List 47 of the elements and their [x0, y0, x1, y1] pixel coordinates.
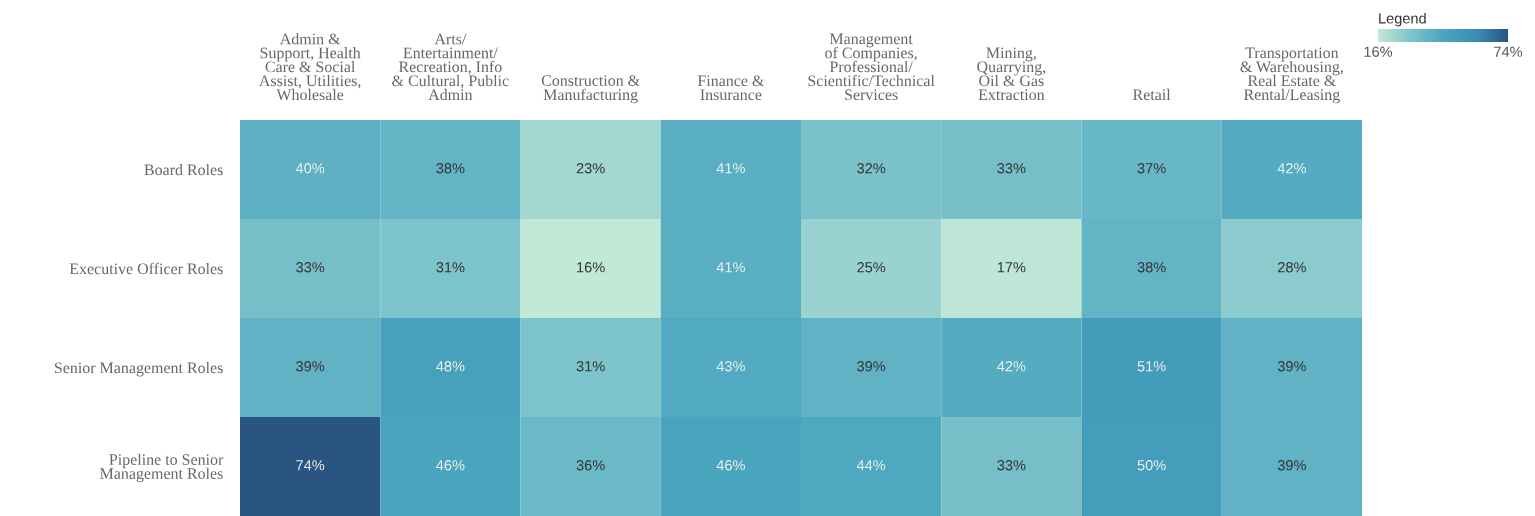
data-label: 38%: [1137, 262, 1166, 273]
x-tick-label: Mining, Quarrying, Oil & Gas Extraction: [977, 47, 1046, 101]
data-label: 74%: [296, 460, 325, 471]
data-label: 32%: [857, 163, 886, 174]
data-label: 43%: [716, 361, 745, 372]
y-tick-label: Pipeline to Senior Management Roles: [100, 453, 224, 483]
data-label: 33%: [997, 460, 1026, 471]
data-label: 38%: [436, 163, 465, 174]
color-bar-label: 16%: [1364, 46, 1393, 57]
data-label: 40%: [295, 163, 325, 174]
data-label: 46%: [436, 460, 465, 471]
data-label: 39%: [857, 361, 886, 372]
data-label: 51%: [1137, 361, 1166, 372]
data-label: 41%: [716, 163, 745, 174]
y-tick-label: Board Roles: [144, 163, 223, 176]
data-label: 31%: [436, 262, 465, 273]
x-tick-label: Arts/ Entertainment/ Recreation, Info & Cultural, Public Admin: [392, 33, 509, 101]
data-label: 17%: [997, 262, 1026, 273]
data-label: 33%: [296, 262, 325, 273]
data-label: 42%: [997, 361, 1026, 372]
legend-title: Legend: [1379, 12, 1426, 27]
x-tick-label: Construction & Manufacturing: [541, 75, 640, 104]
data-label: 42%: [1277, 163, 1306, 174]
data-label: 41%: [716, 262, 745, 273]
x-tick-label: Management of Companies, Professional/ Scientific/Technical Services: [808, 33, 935, 101]
data-label: 28%: [1278, 262, 1306, 273]
data-label: 44%: [856, 460, 886, 471]
data-label: 48%: [436, 361, 465, 372]
x-tick-label: Retail: [1133, 88, 1171, 101]
y-tick-label: Senior Management Roles: [54, 361, 223, 377]
color-bar-label: 74%: [1494, 46, 1523, 57]
data-label: 39%: [1277, 361, 1306, 372]
data-label: 16%: [577, 262, 605, 273]
data-label: 31%: [576, 361, 605, 372]
x-tick-label: Transportation & Warehousing, Real Estate & Rental/Leasing: [1240, 47, 1343, 104]
data-label: 36%: [576, 460, 605, 471]
data-label: 46%: [716, 460, 745, 471]
data-label: 39%: [1277, 460, 1306, 471]
x-tick-label: Admin & Support, Health Care & Social Assist, Utilities, Wholesale: [259, 33, 361, 101]
data-label: 50%: [1137, 460, 1166, 471]
data-label: 23%: [576, 163, 605, 174]
data-label: 25%: [857, 262, 886, 273]
x-tick-label: Finance & Insurance: [697, 75, 765, 101]
data-label: 37%: [1137, 163, 1166, 174]
data-label: 33%: [997, 163, 1026, 174]
data-label: 39%: [296, 361, 325, 372]
y-tick-label: Executive Officer Roles: [69, 262, 223, 275]
